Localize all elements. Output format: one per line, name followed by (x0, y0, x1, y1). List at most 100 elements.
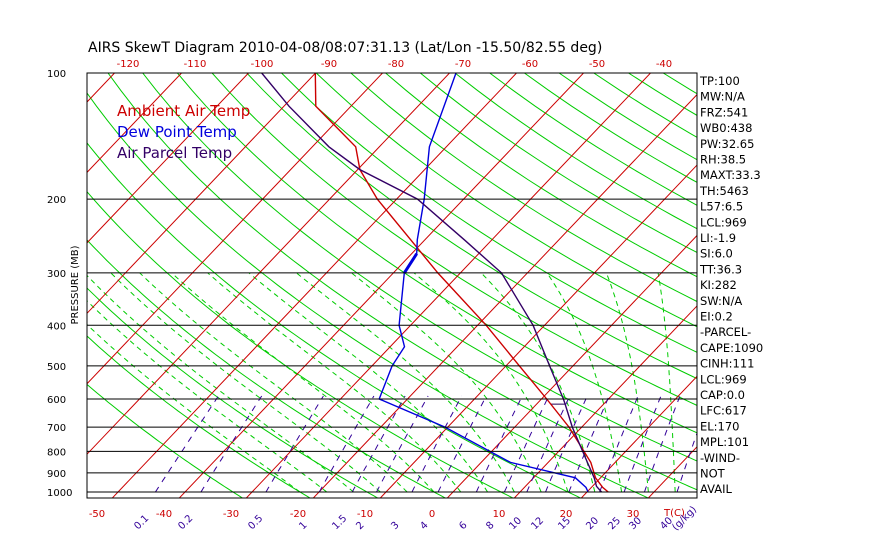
top-temp-tick-label: -110 (184, 59, 207, 70)
dry-adiabat (489, 73, 697, 206)
top-temp-tick-label: -100 (251, 59, 274, 70)
mixing-ratio-line (351, 395, 406, 493)
mixing-ratio-label: 3 (389, 520, 401, 532)
parameter-item: WB0:438 (700, 121, 752, 135)
mixing-ratio-line (411, 395, 463, 493)
top-temp-tick-label: -90 (321, 59, 337, 70)
dry-adiabat (662, 73, 697, 95)
mixing-ratio-label: 20 (584, 515, 601, 532)
parameter-item: AVAIL (700, 482, 733, 496)
top-temp-tick-label: -50 (589, 59, 605, 70)
top-temp-tick-label: -60 (522, 59, 538, 70)
parameter-item: MAXT:33.3 (700, 168, 761, 182)
bottom-temp-tick-label: 0 (429, 509, 435, 520)
parameter-item: -PARCEL- (700, 325, 751, 339)
pressure-tick-label: 800 (47, 447, 66, 458)
isotherm-line (580, 375, 697, 498)
moist-adiabat (87, 300, 328, 493)
moist-adiabat (413, 272, 569, 493)
dry-adiabat (767, 73, 870, 503)
pressure-tick-label: 900 (47, 469, 66, 480)
legend-entry: Air Parcel Temp (117, 144, 232, 162)
isotherm-line (0, 68, 52, 512)
y-axis-label: PRESSURE (MB) (70, 245, 81, 324)
isotherm-line (178, 73, 585, 498)
profile-series (261, 73, 609, 493)
mixing-ratio-label: 0.5 (246, 513, 265, 532)
dry-adiabat (802, 73, 870, 503)
top-temp-tick-label: -70 (455, 59, 471, 70)
temp-unit-label: T(C) (663, 508, 685, 519)
isotherm-line (87, 73, 317, 315)
parameter-item: TP:100 (699, 74, 740, 88)
parameter-item: MPL:101 (700, 435, 749, 449)
isotherm-line (836, 68, 870, 512)
pressure-tick-label: 500 (47, 362, 66, 373)
bottom-temp-tick-label: 20 (560, 509, 573, 520)
parameter-item: SW:N/A (700, 294, 742, 308)
mixing-ratio-line (200, 395, 263, 493)
parameter-item: FRZ:541 (700, 105, 748, 119)
pressure-tick-label: 200 (47, 195, 66, 206)
mixing-ratio-line (475, 395, 523, 493)
chart-title: AIRS SkewT Diagram 2010-04-08/08:07:31.1… (88, 40, 602, 56)
moist-adiabat (351, 272, 542, 493)
mixing-ratio-label: 0.2 (176, 513, 195, 532)
isotherm-line (87, 73, 451, 455)
pressure-tick-label: 1000 (47, 488, 72, 499)
parameter-item: SI:6.0 (700, 247, 733, 261)
mixing-ratio-line (676, 431, 697, 493)
pressure-tick-label: 600 (47, 395, 66, 406)
mixing-ratio-label: 8 (484, 520, 496, 532)
isotherm-line (647, 446, 697, 498)
parameter-item: CAP:0.0 (700, 388, 745, 402)
parameter-item: LFC:617 (700, 404, 747, 418)
moist-adiabat (87, 323, 301, 493)
mixing-ratio-line (154, 395, 219, 493)
dewpoint-temp-line (378, 73, 589, 493)
bottom-temp-tick-label: -40 (156, 509, 172, 520)
isotherm-line (87, 73, 384, 385)
mixing-ratio-label: 6 (457, 520, 469, 532)
mixing-ratio-line (623, 395, 662, 493)
top-temp-tick-label: -80 (388, 59, 404, 70)
moist-adiabat (139, 272, 408, 493)
moist-adiabat (207, 272, 462, 493)
bottom-temp-tick-label: -30 (223, 509, 239, 520)
dry-adiabat (211, 73, 697, 406)
dry-adiabat (454, 73, 697, 230)
parameter-item: LI:-1.9 (700, 231, 736, 245)
parameter-item: LCL:969 (700, 372, 747, 386)
parameter-item: MW:N/A (700, 90, 745, 104)
dry-adiabat (246, 73, 697, 380)
dry-adiabat (177, 73, 697, 434)
dry-adiabat (87, 190, 515, 498)
dewpoint-emphasis (403, 252, 418, 274)
parameter-item: PW:32.65 (700, 137, 754, 151)
dry-adiabat (315, 73, 697, 328)
mixing-ratio-line (503, 395, 550, 493)
plot-border (86, 72, 698, 499)
dry-adiabat (837, 73, 870, 503)
moist-adiabat (171, 272, 435, 493)
mixing-ratio-lines (154, 395, 697, 493)
dry-adiabat (142, 73, 697, 462)
parameter-item: TH:5463 (699, 184, 749, 198)
parameter-item: NOT (700, 467, 726, 481)
mixing-ratio-line (437, 395, 487, 493)
moist-adiabat (605, 272, 649, 493)
parcel-temp-line (261, 73, 603, 493)
moist-adiabat (480, 272, 596, 493)
moist-adiabat (546, 272, 623, 493)
mixing-ratio-line (568, 395, 610, 493)
isobars (87, 198, 697, 493)
pressure-tick-label: 700 (47, 423, 66, 434)
dry-adiabat (385, 73, 697, 278)
isotherm-line (245, 73, 652, 498)
parameter-item: KI:282 (700, 278, 737, 292)
bottom-temp-tick-label: -20 (290, 509, 306, 520)
legend: Ambient Air Temp Dew Point Temp Air Parcel… (117, 102, 250, 162)
